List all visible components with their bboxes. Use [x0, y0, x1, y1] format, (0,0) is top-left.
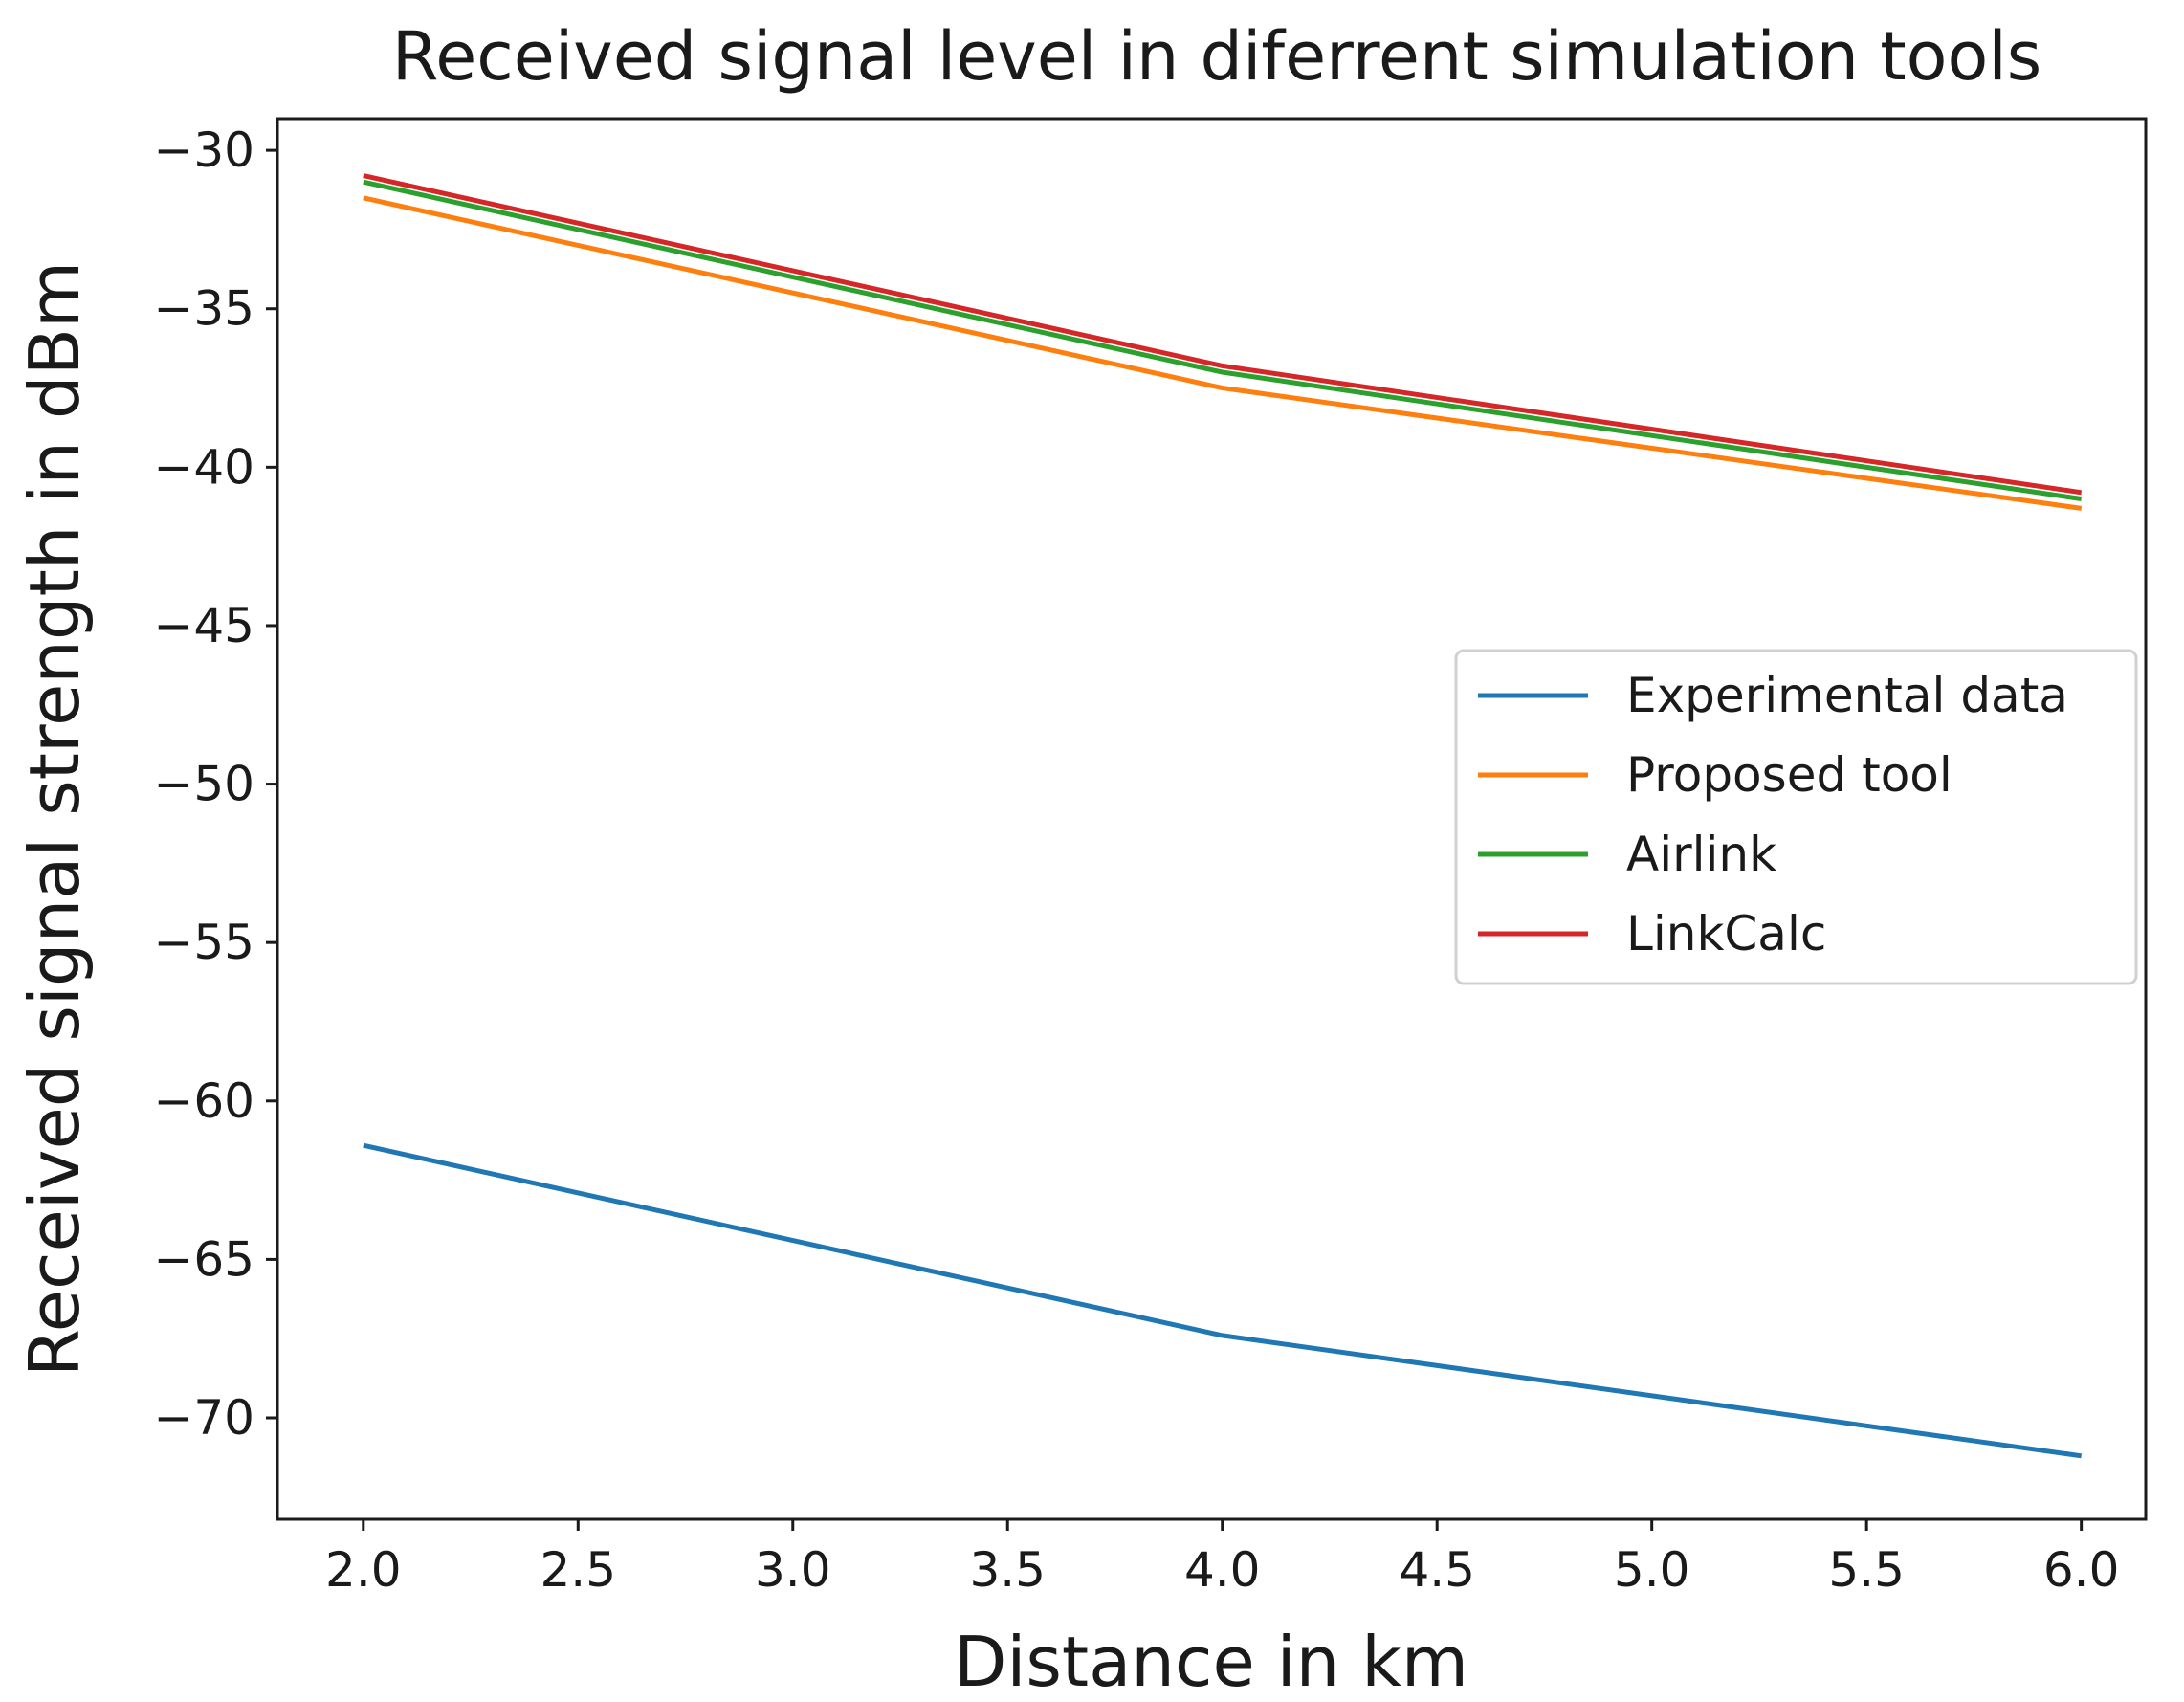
series-line-airlink [363, 179, 2083, 501]
y-axis: −30 −35 −40 −45 −50 −55 −60 −65 −70 [153, 122, 277, 1446]
x-tick-label: 5.0 [1614, 1542, 1690, 1598]
legend-label-experimental-data: Experimental data [1626, 668, 2068, 723]
x-axis: 2.0 2.5 3.0 3.5 4.0 4.5 5.0 5.5 6.0 [325, 1519, 2119, 1598]
plot-area [276, 117, 2148, 1521]
series-line-linkcalc [363, 173, 2083, 496]
y-tick-label: −50 [153, 757, 254, 812]
series-line-proposed-tool [363, 195, 2083, 511]
plot-frame [276, 117, 2148, 1521]
legend-label-linkcalc: LinkCalc [1626, 906, 1826, 962]
y-tick-label: −60 [153, 1073, 254, 1129]
y-tick-label: −65 [153, 1231, 254, 1287]
x-tick-label: 2.5 [540, 1542, 617, 1598]
x-tick-label: 3.5 [969, 1542, 1046, 1598]
x-tick-label: 4.5 [1399, 1542, 1475, 1598]
y-tick-label: −70 [153, 1390, 254, 1446]
y-tick-label: −35 [153, 281, 254, 337]
legend-frame [1454, 649, 2138, 985]
y-tick-label: −30 [153, 122, 254, 178]
x-tick-label: 4.0 [1184, 1542, 1261, 1598]
y-tick-label: −45 [153, 598, 254, 653]
legend-label-proposed-tool: Proposed tool [1626, 747, 1952, 803]
y-tick-label: −55 [153, 915, 254, 970]
x-tick-label: 5.5 [1828, 1542, 1905, 1598]
x-tick-label: 2.0 [325, 1542, 402, 1598]
x-tick-label: 6.0 [2043, 1542, 2120, 1598]
y-axis-label: Received signal strength in dBm [14, 261, 95, 1377]
x-axis-label: Distance in km [954, 1622, 1468, 1702]
series-line-experimental-data [363, 1142, 2083, 1459]
legend-label-airlink: Airlink [1626, 827, 1776, 882]
y-tick-label: −40 [153, 439, 254, 495]
x-tick-label: 3.0 [755, 1542, 831, 1598]
legend: Experimental data Proposed tool Airlink Lin… [1454, 649, 2138, 985]
chart-title: Received signal level in diferrent simul… [392, 17, 2042, 96]
series-layer [363, 173, 2083, 1459]
